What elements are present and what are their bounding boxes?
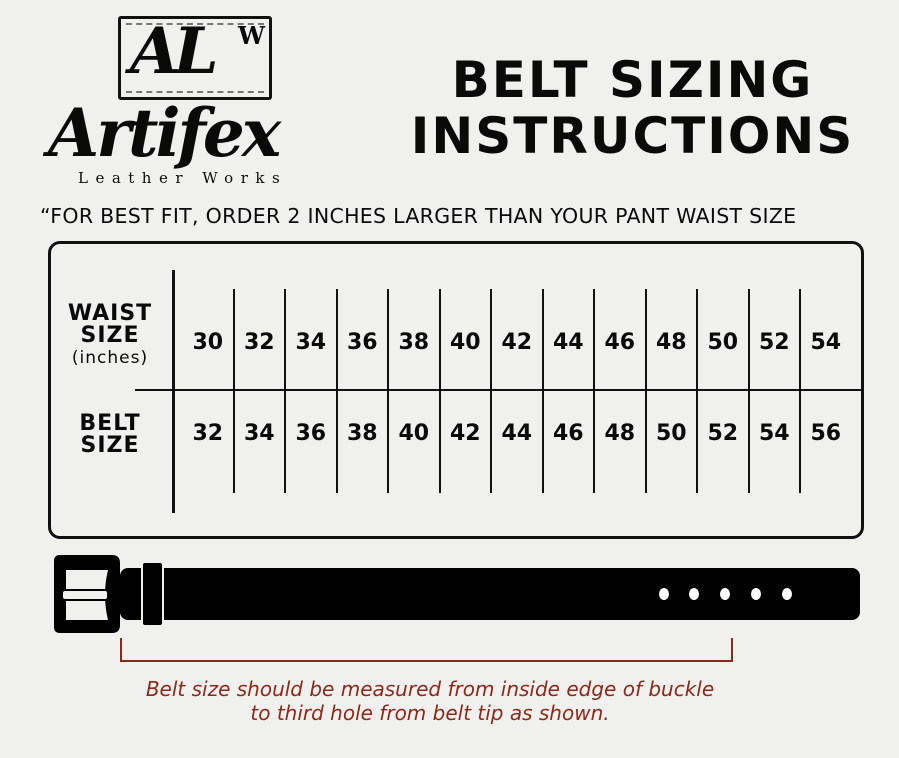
belt-hole xyxy=(689,588,699,600)
logo-frame xyxy=(118,16,272,100)
column-divider xyxy=(490,289,492,493)
measurement-bracket xyxy=(120,638,733,662)
column-divider xyxy=(747,289,750,493)
belt-hole xyxy=(751,588,761,600)
fit-advice: “FOR BEST FIT, ORDER 2 INCHES LARGER THA… xyxy=(40,204,797,228)
belt-keeper xyxy=(141,561,164,627)
belt-hole xyxy=(782,588,792,600)
belt-size-cell: 56 xyxy=(810,421,842,446)
waist-size-cell: 44 xyxy=(552,330,584,355)
column-divider xyxy=(387,289,389,493)
belt-header: BELT SIZE xyxy=(60,413,160,457)
waist-size-cell: 50 xyxy=(707,330,739,355)
belt-size-cell: 52 xyxy=(707,421,739,446)
waist-size-cell: 52 xyxy=(758,330,790,355)
belt-size-cell: 48 xyxy=(604,421,636,446)
belt-size-cell: 32 xyxy=(192,421,224,446)
belt-holes xyxy=(659,588,792,600)
measurement-note: Belt size should be measured from inside… xyxy=(80,677,780,725)
column-divider xyxy=(644,289,647,493)
logo-monogram-sup: W xyxy=(238,21,265,50)
logo-name: Artifex xyxy=(48,94,281,172)
belt-size-cell: 40 xyxy=(398,421,430,446)
waist-size-cell: 54 xyxy=(810,330,842,355)
waist-size-cell: 48 xyxy=(655,330,687,355)
belt-hole xyxy=(720,588,730,600)
waist-size-cell: 40 xyxy=(449,330,481,355)
page-title-line1: BELT SIZING xyxy=(451,51,814,109)
belt-size-cell: 42 xyxy=(449,421,481,446)
page-title-line2: INSTRUCTIONS xyxy=(410,107,855,165)
belt-illustration xyxy=(54,555,860,662)
belt-size-cell: 36 xyxy=(295,421,327,446)
belt-hole xyxy=(659,588,669,600)
belt-size-cell: 50 xyxy=(655,421,687,446)
waist-header-unit: (inches) xyxy=(71,348,149,368)
column-divider xyxy=(335,289,338,493)
logo-monogram: AL xyxy=(130,14,219,89)
belt-size-cell: 46 xyxy=(552,421,584,446)
note-line1: Belt size should be measured from inside… xyxy=(145,677,715,701)
column-divider xyxy=(438,289,441,493)
column-divider xyxy=(696,289,698,493)
belt-size-cell: 38 xyxy=(346,421,378,446)
note-line2: to third hole from belt tip as shown. xyxy=(250,701,610,725)
waist-header-line1: WAIST xyxy=(67,301,153,326)
buckle-prong xyxy=(61,589,109,601)
waist-size-cell: 38 xyxy=(398,330,430,355)
belt-header-line2: SIZE xyxy=(80,433,140,458)
belt-strap xyxy=(120,568,860,620)
column-divider xyxy=(284,289,286,493)
column-divider xyxy=(541,289,544,493)
row-divider xyxy=(135,389,863,391)
waist-size-cell: 46 xyxy=(604,330,636,355)
column-divider xyxy=(593,289,595,493)
waist-size-cell: 32 xyxy=(243,330,275,355)
waist-size-cell: 34 xyxy=(295,330,327,355)
waist-size-cell: 36 xyxy=(346,330,378,355)
waist-header: WAIST SIZE (inches) xyxy=(60,303,160,369)
waist-size-cell: 42 xyxy=(501,330,533,355)
waist-header-line2: SIZE xyxy=(80,323,140,348)
logo-tagline: Leather Works xyxy=(78,169,288,187)
belt-header-line1: BELT xyxy=(79,411,141,436)
column-divider xyxy=(232,289,235,493)
waist-size-cell: 30 xyxy=(192,330,224,355)
belt-size-cell: 34 xyxy=(243,421,275,446)
belt-size-cell: 54 xyxy=(758,421,790,446)
column-divider xyxy=(799,289,801,493)
header-divider xyxy=(172,270,175,513)
belt-size-cell: 44 xyxy=(501,421,533,446)
